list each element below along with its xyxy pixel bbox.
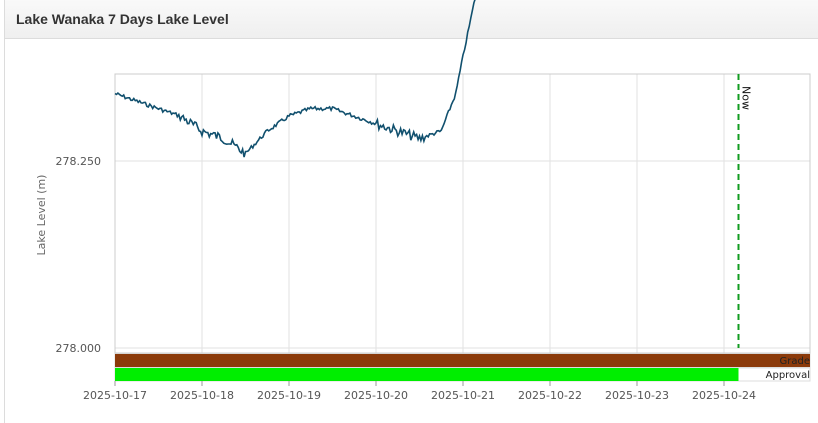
- y-tick-label: 278.250: [56, 155, 102, 168]
- now-marker-group: Now: [737, 74, 753, 348]
- x-axis-ticks: 2025-10-17 2025-10-18 2025-10-19 2025-10-20…: [83, 381, 756, 402]
- y-axis-label: Lake Level (m): [35, 175, 48, 256]
- series-group: [114, 0, 476, 158]
- band-label: Grade: [780, 356, 811, 367]
- x-tick-label: 2025-10-24: [692, 389, 756, 402]
- y-tick-label: 278.000: [56, 342, 102, 355]
- x-tick-label: 2025-10-19: [257, 389, 321, 402]
- band-grade: [115, 354, 810, 367]
- band-group: Grade Approval: [114, 353, 811, 382]
- band-label: Approval: [766, 370, 810, 381]
- panel-header: Lake Wanaka 7 Days Lake Level: [5, 0, 818, 39]
- x-tick-label: 2025-10-23: [605, 389, 669, 402]
- x-tick-label: 2025-10-17: [83, 389, 147, 402]
- band-approval: [115, 368, 739, 381]
- series-line: [114, 0, 476, 158]
- panel-title: Lake Wanaka 7 Days Lake Level: [16, 11, 229, 27]
- x-tick-label: 2025-10-18: [170, 389, 234, 402]
- x-tick-label: 2025-10-22: [518, 389, 582, 402]
- x-tick-label: 2025-10-21: [431, 389, 495, 402]
- x-tick-label: 2025-10-20: [344, 389, 408, 402]
- now-label: Now: [740, 86, 753, 110]
- plot-frame: [114, 73, 811, 354]
- grid-lines: [114, 74, 810, 353]
- y-axis-ticks: 278.000278.250278.500278.750279.000279.2…: [56, 155, 102, 355]
